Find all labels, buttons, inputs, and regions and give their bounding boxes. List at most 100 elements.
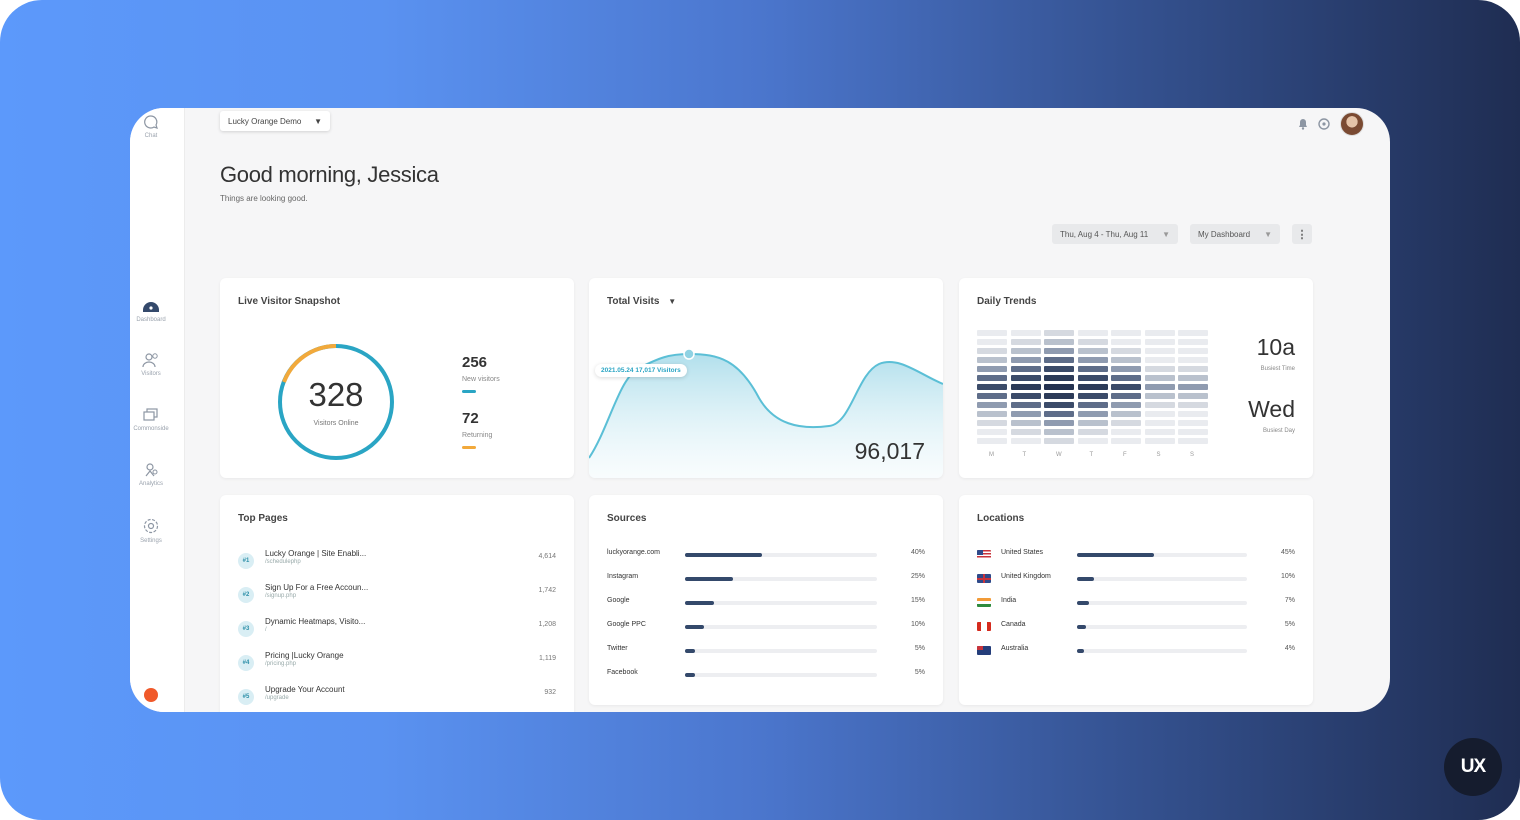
source-label: Twitter (607, 645, 628, 652)
location-label: United Kingdom (1001, 573, 1051, 580)
sidebar-item-settings[interactable]: Settings (130, 517, 172, 544)
card-title[interactable]: Total Visits ▼ (607, 296, 676, 307)
heatmap-cell (1144, 330, 1175, 336)
heatmap-cell (1044, 393, 1074, 399)
list-item[interactable]: #5 Upgrade Your Account /upgrade 932 (238, 685, 556, 712)
heatmap-cell (1044, 357, 1074, 363)
heatmap-cell (977, 384, 1007, 390)
rank-badge: #3 (238, 621, 254, 637)
location-percent: 10% (1280, 573, 1295, 580)
heatmap-cell (1044, 438, 1074, 444)
heatmap-cell (1111, 375, 1141, 381)
list-item[interactable]: #4 Pricing |Lucky Orange /pricing.php 1,… (238, 651, 556, 679)
bell-icon[interactable] (1298, 118, 1308, 130)
chat-icon (144, 115, 158, 129)
more-vertical-icon: ⋮ (1296, 228, 1308, 241)
location-bar-track (1077, 649, 1247, 653)
analytics-icon (145, 463, 158, 477)
dashboard-select-label: My Dashboard (1198, 229, 1251, 239)
heatmap-cell (1144, 348, 1175, 354)
heatmap-cell (1178, 375, 1208, 381)
location-row[interactable]: United States 45% (977, 549, 1295, 561)
sidebar-item-label: Visitors (141, 371, 161, 377)
source-row[interactable]: Google PPC 10% (607, 621, 925, 633)
page-url: /pricing.php (265, 661, 297, 667)
heatmap-cell (1044, 411, 1074, 417)
list-item[interactable]: #1 Lucky Orange | Site Enabli... /schedu… (238, 549, 556, 577)
date-range-label: Thu, Aug 4 - Thu, Aug 11 (1060, 229, 1149, 239)
location-bar (1077, 601, 1089, 605)
heatmap-cell (1111, 438, 1141, 444)
source-percent: 25% (910, 573, 925, 580)
sidebar-item-dashboard[interactable]: Dashboard (130, 296, 172, 323)
avatar[interactable] (1340, 112, 1364, 136)
dashboard-select[interactable]: My Dashboard ▼ (1190, 224, 1280, 244)
heatmap-cell (977, 357, 1007, 363)
location-bar (1077, 625, 1086, 629)
site-selector[interactable]: Lucky Orange Demo ▼ (220, 111, 330, 131)
heatmap-cell (1077, 366, 1108, 372)
page-views: 1,119 (539, 655, 556, 662)
heatmap-cell (1077, 339, 1108, 345)
chevron-down-icon: ▼ (668, 297, 677, 306)
date-range-picker[interactable]: Thu, Aug 4 - Thu, Aug 11 ▼ (1052, 224, 1178, 244)
location-percent: 5% (1284, 621, 1295, 628)
location-label: United States (1001, 549, 1044, 556)
source-row[interactable]: Twitter 5% (607, 645, 925, 657)
location-bar-track (1077, 625, 1247, 629)
source-percent: 15% (910, 597, 925, 604)
heatmap-cell (1044, 366, 1074, 372)
total-visits-card: Total Visits ▼ 2021.05.24 17,017 Visitor… (589, 278, 943, 478)
sidebar-item-visitors[interactable]: Visitors (130, 352, 172, 377)
list-item[interactable]: #3 Dynamic Heatmaps, Visito... / 1,208 (238, 617, 556, 645)
source-row[interactable]: Instagram 25% (607, 573, 925, 585)
card-title: Sources (607, 513, 647, 524)
heatmap-cell (1178, 366, 1208, 372)
sidebar-item-analytics[interactable]: Analytics (130, 462, 172, 487)
sidebar-item-recordings[interactable]: Commonside (130, 407, 172, 432)
heatmap-cell (977, 393, 1007, 399)
location-row[interactable]: India 7% (977, 597, 1295, 609)
location-percent: 7% (1284, 597, 1295, 604)
heatmap-cell (1111, 330, 1141, 336)
location-row[interactable]: Canada 5% (977, 621, 1295, 633)
visitors-icon (142, 353, 158, 368)
heatmap-cell (977, 330, 1007, 336)
day-label: F (1123, 452, 1127, 458)
heatmap-cell (1077, 375, 1108, 381)
visitors-online-label: Visitors Online (313, 420, 359, 427)
heatmap-cell (1178, 339, 1208, 345)
sidebar-item-chat[interactable]: Chat (130, 114, 172, 139)
day-label: S (1156, 452, 1161, 458)
list-item[interactable]: #2 Sign Up For a Free Accoun... /signup.… (238, 583, 556, 611)
heatmap-cell (1010, 339, 1041, 345)
location-label: India (1001, 597, 1017, 604)
location-row[interactable]: United Kingdom 10% (977, 573, 1295, 585)
help-icon[interactable] (1318, 118, 1330, 130)
heatmap-cell (977, 411, 1007, 417)
source-percent: 40% (910, 549, 925, 556)
source-row[interactable]: luckyorange.com 40% (607, 549, 925, 561)
heatmap-cell (1144, 357, 1175, 363)
new-visitors-indicator (462, 390, 476, 393)
location-row[interactable]: Australia 4% (977, 645, 1295, 657)
heatmap-cell (1178, 411, 1208, 417)
visitors-online-count: 328 (308, 376, 364, 413)
rank-badge: #1 (238, 553, 254, 569)
card-title: Live Visitor Snapshot (238, 296, 341, 307)
heatmap-cell (1144, 402, 1175, 408)
sidebar-item-label: Analytics (138, 481, 163, 487)
day-label: T (1089, 452, 1094, 458)
us-flag-icon (977, 550, 991, 559)
heatmap-cell (1178, 438, 1208, 444)
more-options-button[interactable]: ⋮ (1292, 224, 1312, 244)
location-bar-track (1077, 553, 1247, 557)
source-row[interactable]: Google 15% (607, 597, 925, 609)
heatmap-cell (1077, 402, 1108, 408)
card-title: Top Pages (238, 513, 288, 524)
heatmap-cell (1077, 330, 1108, 336)
heatmap-cell (977, 429, 1007, 435)
source-row[interactable]: Facebook 5% (607, 669, 925, 681)
busiest-day-value: Wed (1248, 396, 1295, 422)
